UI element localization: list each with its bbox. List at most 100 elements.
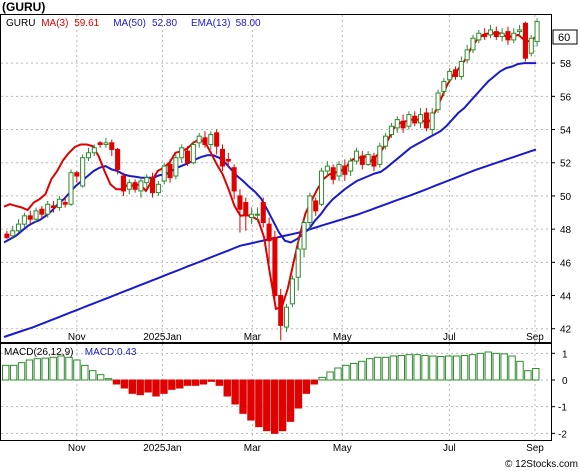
price-x-tick-label: May <box>333 332 352 343</box>
price-y-tick-label: 42 <box>560 325 572 336</box>
macd-bar <box>500 353 508 381</box>
macd-bar <box>358 360 366 381</box>
chart-title: (GURU) <box>2 0 45 14</box>
candle-body <box>522 22 528 59</box>
macd-bar <box>350 362 358 381</box>
candle-body <box>74 172 80 177</box>
candle-body <box>190 143 196 164</box>
price-y-tick-label: 50 <box>560 192 572 203</box>
candle-body <box>307 195 313 223</box>
macd-bar <box>468 354 477 381</box>
candle-body <box>184 150 191 164</box>
candle-body <box>511 32 517 41</box>
candle-body <box>458 60 464 77</box>
candle-body <box>464 49 470 61</box>
candle-body <box>429 112 435 131</box>
macd-bar <box>524 370 532 381</box>
candle-body <box>342 165 348 175</box>
macd-y-tick-label: -1 <box>558 403 567 414</box>
candle-body <box>219 148 226 167</box>
candle-body <box>447 70 453 81</box>
candle-body <box>254 213 260 216</box>
candle-body <box>97 142 103 145</box>
candle-body <box>435 92 441 111</box>
macd-y-tick-label: -2 <box>558 429 567 440</box>
macd-bar <box>247 379 255 421</box>
macd-bar <box>476 352 485 381</box>
macd-bar <box>492 352 500 381</box>
candle-body <box>400 120 406 129</box>
macd-bar <box>112 379 121 385</box>
candle-body <box>482 34 488 38</box>
candle-body <box>284 306 290 328</box>
price-legend-value: 59.61 <box>74 18 99 29</box>
macd-bar <box>255 379 263 428</box>
macd-bar <box>81 364 89 381</box>
macd-bar <box>2 364 10 381</box>
candle-body <box>202 137 208 145</box>
price-x-tick-label: Jul <box>443 332 456 343</box>
macd-bar <box>9 364 18 381</box>
macd-bar <box>239 379 247 414</box>
candle-body <box>80 157 86 187</box>
candle-body <box>208 134 214 145</box>
macd-bar <box>286 379 295 422</box>
candle-body <box>412 115 418 124</box>
price-y-tick-label: 56 <box>560 92 572 103</box>
candle-body <box>383 135 389 147</box>
candle-body <box>272 236 278 297</box>
macd-bar <box>326 371 334 381</box>
price-legend-value: 58.00 <box>236 18 261 29</box>
candle-body <box>487 29 494 36</box>
macd-bar <box>176 379 184 389</box>
macd-bar <box>49 356 57 381</box>
price-y-tick-label: 52 <box>560 159 572 170</box>
candle-body <box>353 150 360 162</box>
macd-x-tick-label: Jul <box>443 443 456 454</box>
macd-bar <box>508 355 516 381</box>
macd-bar <box>128 379 137 394</box>
macd-bar <box>365 358 374 381</box>
macd-bar <box>373 356 382 381</box>
macd-bar <box>452 355 461 381</box>
macd-bar <box>516 360 524 381</box>
candle-body <box>68 172 74 205</box>
candle-body <box>225 158 231 162</box>
candle-body <box>167 163 173 179</box>
last-price-badge <box>552 29 578 45</box>
candle-body <box>406 114 412 127</box>
price-y-tick-label: 46 <box>560 258 572 269</box>
candle-body <box>388 125 394 136</box>
macd-x-tick-label: Nov <box>68 443 86 454</box>
candle-body <box>493 31 499 38</box>
macd-bar <box>397 354 405 381</box>
macd-bar <box>89 370 97 381</box>
candle-body <box>155 183 161 194</box>
candle-body <box>10 230 16 237</box>
macd-bar <box>199 379 208 385</box>
macd-bar <box>183 379 192 386</box>
macd-bar <box>120 379 129 389</box>
candle-body <box>16 223 22 232</box>
candle-body <box>260 202 266 223</box>
candle-body <box>45 203 51 215</box>
price-x-tick-label: 2025Jan <box>143 332 181 343</box>
macd-bar <box>271 379 279 434</box>
candle-body <box>138 180 144 192</box>
macd-bar <box>207 379 216 382</box>
candle-body <box>371 155 377 167</box>
candle-body <box>21 215 27 225</box>
candle-body <box>50 205 57 209</box>
price-x-tick-label: Sep <box>526 332 544 343</box>
candle-body <box>499 32 505 38</box>
candle-body <box>237 195 243 210</box>
macd-bar <box>17 362 26 381</box>
candle-body <box>27 215 33 220</box>
macd-bar <box>144 379 152 393</box>
macd-bar <box>437 356 445 381</box>
macd-legend-item: MACD(26,12,9) <box>4 347 73 358</box>
candle-body <box>33 210 39 220</box>
macd-bar <box>389 355 398 381</box>
macd-bar <box>460 354 469 381</box>
candle-body <box>243 202 249 217</box>
